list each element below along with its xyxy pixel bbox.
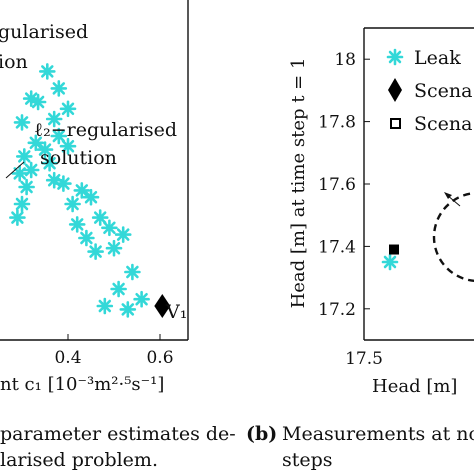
leak-estimate-point xyxy=(101,219,118,237)
leak-estimate-point xyxy=(78,229,95,247)
leak-estimate-point xyxy=(50,80,68,97)
legend-symbol-diamond xyxy=(388,78,402,102)
caption-b-label: (b) xyxy=(246,423,277,445)
annotation-l2-line2: solution xyxy=(40,147,117,169)
panel-b-x-axis-title: Head [m] xyxy=(372,376,457,397)
panel-b-x-tick-label: 17.5 xyxy=(345,349,383,369)
legend-symbol-leak xyxy=(386,48,404,66)
leak-estimate-point xyxy=(38,63,56,80)
leak-estimate-point xyxy=(27,134,45,152)
leak-estimate-point xyxy=(15,148,33,165)
panel-a-marks xyxy=(9,63,171,318)
annotation-l2-line1: ℓ₂−regularised xyxy=(34,119,177,141)
panel-b-arrow-head xyxy=(444,192,452,199)
leak-estimate-point xyxy=(13,195,31,213)
annotation-l2-pointer xyxy=(5,161,25,179)
leak-estimate-point xyxy=(105,239,123,257)
caption-a-line2: larised problem. xyxy=(0,449,158,471)
leak-estimate-point xyxy=(91,209,109,226)
leak-estimate-point xyxy=(119,301,137,318)
panel-b-y-ticks: 17.2 17.4 17.6 17.8 18 xyxy=(318,50,370,320)
leak-estimate-point xyxy=(45,110,63,128)
caption-a-line1: parameter estimates de- xyxy=(0,423,236,445)
panel-b-y-tick-label: 18 xyxy=(334,50,356,70)
panel-a-x-tick-label: 0.6 xyxy=(146,348,173,368)
legend-symbol-square xyxy=(390,118,401,129)
panel-a-x-tick-label: 0.4 xyxy=(54,348,81,368)
leak-estimate-point xyxy=(18,178,35,196)
panel-b-y-tick-label: 17.2 xyxy=(318,300,356,320)
panel-b-marks xyxy=(381,244,399,271)
leak-estimate-point xyxy=(73,182,91,199)
leak-estimate-point xyxy=(87,243,104,260)
panel-b-dashed-circle xyxy=(432,191,474,283)
leak-estimate-point xyxy=(11,165,29,182)
panel-b-y-tick-label: 17.4 xyxy=(318,237,356,257)
v1-diamond-marker xyxy=(154,294,171,318)
leak-estimate-point xyxy=(13,114,31,131)
leak-estimate-point xyxy=(68,216,86,233)
leak-estimate-point xyxy=(41,154,58,172)
leak-estimate-point xyxy=(59,137,77,155)
leak-estimate-point xyxy=(124,263,141,281)
annotation-regularised-line1: gularised xyxy=(0,21,88,43)
leak-estimate-point xyxy=(114,226,132,243)
legend-label-scenario-2: Scena xyxy=(414,113,472,135)
panel-b-y-tick-label: 17.8 xyxy=(318,113,356,133)
legend-label-leak: Leak xyxy=(414,47,461,69)
v1-label: V₁ xyxy=(165,301,187,323)
leak-estimate-point xyxy=(82,188,100,206)
leak-estimate-point xyxy=(110,280,127,298)
leak-estimate-point xyxy=(22,161,40,179)
leak-estimate-point xyxy=(36,141,54,158)
panel-b-scenario-square xyxy=(389,244,399,255)
legend-label-scenario-1: Scena xyxy=(414,80,472,102)
panel-b-y-tick-label: 17.6 xyxy=(318,175,356,195)
panel-a-x-axis-title: nt c₁ [10⁻³m²·⁵s⁻¹] xyxy=(0,374,164,395)
leak-estimate-point xyxy=(55,175,72,192)
panel-b-leak-point xyxy=(381,253,399,271)
leak-estimate-point xyxy=(22,90,40,107)
leak-estimate-point xyxy=(50,127,68,145)
leak-estimate-point xyxy=(96,297,114,315)
leak-estimate-point xyxy=(59,100,77,118)
leak-estimate-point xyxy=(133,290,150,308)
caption-b-line1: Measurements at no xyxy=(282,423,474,445)
leak-estimate-point xyxy=(64,195,81,213)
annotation-regularised-line2: ion xyxy=(0,51,28,73)
panel-b: 17.2 17.4 17.6 17.8 18 17.5 Head [m] Head [m… xyxy=(288,27,474,397)
panel-b-legend: Leak Scena Scena xyxy=(386,47,472,135)
caption-b-line2: steps xyxy=(282,449,333,471)
panel-a: 0.4 0.6 nt c₁ [10⁻³m²·⁵s⁻¹] gularised io… xyxy=(0,0,189,395)
legend-asterisk-mark xyxy=(386,48,404,66)
panel-b-y-axis-title: Head [m] at time step t = 1 xyxy=(288,58,309,309)
leak-estimate-point xyxy=(9,209,26,226)
